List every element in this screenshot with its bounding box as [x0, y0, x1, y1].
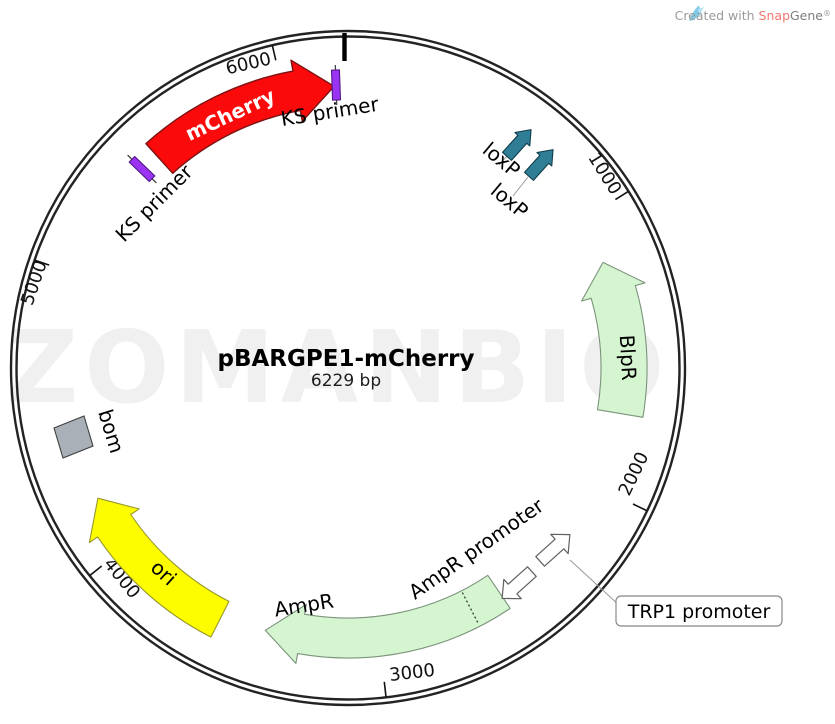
tick-mark-5000 [34, 259, 50, 266]
trp1-promoter-label[interactable]: TRP1 promoter [627, 601, 771, 623]
bom-box[interactable] [53, 415, 94, 459]
credit-text: Created with SnapGene® [675, 8, 831, 23]
loxp-2-label[interactable]: loxP [486, 178, 533, 223]
trp1-promoter-arrow[interactable] [531, 525, 578, 571]
tick-mark-3000 [383, 681, 387, 697]
snapgene-credit: Created with SnapGene® [675, 5, 831, 23]
backbone-outer-ring [9, 29, 687, 707]
blpr-arrow[interactable] [581, 261, 648, 418]
trp1-promoter-leader-line [569, 559, 621, 607]
backbone-inner-ring [15, 35, 681, 701]
tick-mark-6000 [271, 45, 277, 61]
tick-mark-2000 [632, 503, 647, 512]
tick-label-2000: 2000 [615, 449, 654, 499]
loxp-arrow-2[interactable] [522, 143, 561, 183]
primer-body[interactable] [330, 69, 342, 101]
watermark-text: ZOMANBIO [6, 309, 671, 426]
plasmid-title: pBARGPE1-mCherry [218, 346, 475, 372]
credit-registered: ® [823, 9, 831, 18]
tick-mark-1000 [614, 190, 629, 201]
snapgene-logo-icon [689, 5, 704, 21]
trp1-promoter-label-box[interactable]: TRP1 promoter [615, 595, 783, 627]
blpr-label[interactable]: BlpR [615, 334, 641, 381]
ampr-arrow[interactable] [264, 574, 511, 664]
ampr-boundary-dotted-line [461, 592, 480, 625]
loxp-1-leader-line [498, 155, 508, 166]
ori-arrow[interactable] [88, 497, 230, 638]
ks-primer-left-marker[interactable] [125, 152, 159, 186]
tick-label-1000: 1000 [583, 149, 625, 199]
credit-created-with: Created with [675, 8, 755, 23]
ks-primer-left-label[interactable]: KS primer [111, 159, 198, 246]
credit-brand-gene: Gene [790, 8, 823, 23]
tick-mark-4000 [89, 565, 103, 577]
loxp-arrow-1[interactable] [500, 123, 539, 163]
primer-body[interactable] [128, 155, 156, 183]
tick-marks [34, 45, 647, 697]
plasmid-size: 6229 bp [311, 371, 381, 391]
ks-primer-right-marker[interactable] [330, 64, 342, 106]
tick-label-3000: 3000 [388, 660, 436, 686]
ampr-promoter-arrow[interactable] [493, 562, 540, 608]
label-box-frame [615, 595, 783, 627]
loxp-2-leader-line [512, 176, 529, 197]
credit-brand-snap: Snap [759, 8, 791, 23]
